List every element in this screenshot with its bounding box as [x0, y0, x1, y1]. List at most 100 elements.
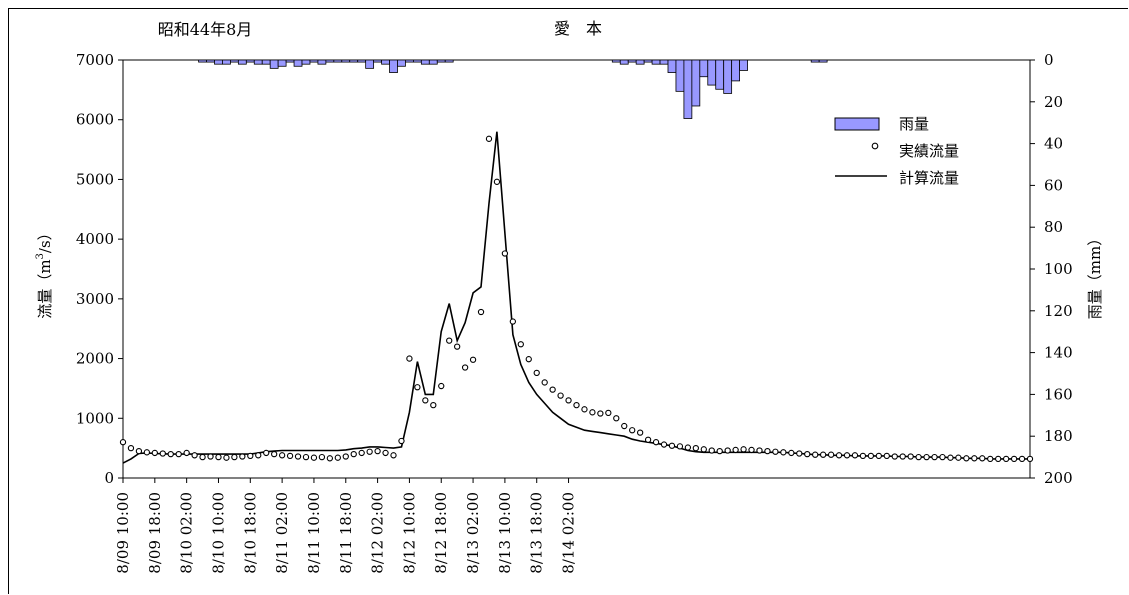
observed-flow-point — [963, 455, 970, 462]
y2-tick-label: 120 — [1044, 302, 1073, 320]
observed-flow-point — [788, 449, 795, 457]
observed-flow-point — [390, 452, 397, 459]
observed-flow-point — [796, 450, 803, 457]
y2-tick-label: 0 — [1044, 51, 1054, 69]
rain-bar — [389, 59, 398, 73]
x-tick-label: 8/10 02:00 — [178, 492, 196, 574]
rain-bar — [245, 59, 255, 63]
observed-flow-point — [716, 447, 723, 455]
observed-flow-point — [899, 453, 906, 460]
observed-flow-point — [589, 409, 596, 416]
observed-flow-point — [334, 454, 341, 461]
observed-flow-point — [684, 444, 692, 451]
observed-flow-point — [827, 451, 835, 458]
observed-flow-point — [183, 449, 190, 457]
legend-label: 計算流量 — [899, 169, 959, 187]
x-tick-label: 8/10 10:00 — [209, 492, 227, 574]
observed-flow-point — [549, 386, 556, 393]
rain-bar — [325, 59, 335, 63]
observed-flow-point — [374, 447, 381, 455]
observed-flow-point — [485, 135, 493, 142]
y-axis-label-sup: 3 — [35, 253, 46, 259]
rain-bar — [731, 59, 741, 82]
y-tick-label: 6000 — [76, 111, 114, 129]
observed-flow-point — [939, 453, 946, 461]
observed-flow-point — [605, 409, 612, 417]
observed-flow-point — [819, 451, 827, 458]
x-tick-label: 8/14 02:00 — [560, 492, 578, 574]
chart-frame — [8, 8, 1128, 594]
observed-flow-point — [573, 401, 580, 409]
x-tick-label: 8/13 02:00 — [464, 492, 482, 574]
rain-bar — [635, 59, 645, 65]
observed-flow-point — [326, 455, 334, 462]
rain-bar — [659, 59, 669, 65]
x-tick-label: 8/13 10:00 — [496, 492, 514, 574]
rain-bar — [683, 59, 693, 119]
observed-flow-point — [764, 447, 771, 455]
y-tick-label: 4000 — [76, 230, 114, 248]
observed-flow-point — [167, 450, 174, 458]
plot-area: 0 1000 2000 3000 4000 5000 6000 7000 0 20 40 60 80 10… — [76, 51, 1073, 574]
observed-flow-point — [294, 453, 302, 460]
observed-flow-point — [135, 447, 143, 455]
observed-flow-point — [756, 447, 763, 454]
rain-bar — [667, 59, 677, 73]
y2-tick-label: 200 — [1044, 469, 1073, 487]
legend-swatch-rain — [834, 117, 880, 131]
observed-flow-point — [414, 384, 421, 391]
observed-flow-point — [971, 455, 978, 462]
rain-bar — [293, 59, 303, 67]
observed-flow-point — [780, 449, 787, 456]
calculated-flow-line — [122, 131, 1030, 464]
observed-flow-point — [469, 356, 477, 363]
rain-bar — [739, 59, 748, 71]
observed-flow-point — [557, 392, 564, 399]
observed-flow-point — [732, 446, 739, 454]
observed-flow-point — [191, 452, 198, 459]
rain-bar — [643, 59, 653, 63]
rain-bar — [444, 59, 454, 63]
rain-bar — [269, 59, 279, 69]
observed-flow-point — [644, 436, 652, 443]
y-tick-label: 0 — [104, 469, 114, 487]
observed-flow-point — [493, 178, 501, 185]
rain-bar — [301, 59, 311, 65]
rain-bar — [691, 59, 701, 107]
y-axis-label-tail: /s） — [36, 225, 54, 253]
rain-bar — [285, 59, 295, 63]
rain-bar — [723, 59, 733, 94]
observed-flow-point — [812, 451, 819, 458]
observed-flow-point — [318, 453, 326, 461]
rain-bar — [206, 59, 215, 63]
x-tick-label: 8/11 10:00 — [305, 492, 323, 574]
y-tick-label: 7000 — [76, 51, 114, 69]
observed-flow-point — [652, 439, 660, 446]
observed-flow-point — [891, 453, 898, 460]
observed-flow-point — [867, 452, 875, 460]
observed-flow-point — [533, 369, 540, 377]
y-axis-label: 流量（m3/s） — [35, 225, 54, 318]
rain-bar — [715, 59, 725, 90]
rain-bar — [261, 59, 271, 65]
observed-flow-point — [931, 453, 938, 461]
observed-flow-point — [987, 455, 994, 463]
chart-title: 愛 本 — [554, 19, 602, 38]
observed-flow-point — [907, 453, 914, 460]
observed-flow-point — [278, 452, 286, 459]
rain-bar — [810, 59, 820, 63]
observed-flow-point — [883, 452, 890, 460]
observed-flow-point — [159, 450, 166, 457]
rain-bar — [428, 59, 438, 65]
observed-flow-point — [995, 455, 1002, 463]
observed-flow-point — [923, 453, 930, 461]
observed-flow-point — [454, 343, 461, 350]
x-tick-label: 8/13 18:00 — [528, 492, 546, 574]
observed-flow-point — [461, 364, 469, 371]
observed-flow-point — [350, 450, 357, 458]
observed-flow-point — [565, 397, 572, 404]
rain-bar — [436, 59, 446, 63]
rain-bar — [651, 59, 661, 65]
observed-flow-point — [979, 455, 986, 462]
